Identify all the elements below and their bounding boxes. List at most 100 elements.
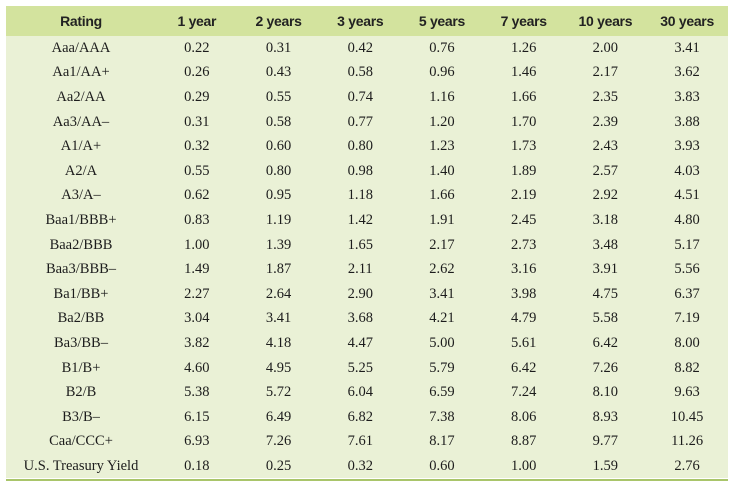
yield-cell: 3.18 [592,211,619,228]
yield-cell: 8.87 [510,433,537,450]
yield-cell: 4.75 [592,285,619,302]
table-body: Aaa/AAA 0.22 0.31 0.42 0.76 1.26 2.00 3.41 Aa1/A… [6,36,728,481]
yield-cell: 0.83 [184,211,210,228]
yield-cell: 1.26 [510,39,537,56]
yield-cell: 3.91 [592,261,619,278]
yield-cell: 6.49 [265,408,292,425]
rating-cell: Ba2/BB [57,310,105,327]
yield-cell: 3.41 [265,310,292,327]
rating-cell: B1/B+ [61,359,101,376]
yield-cell: 0.77 [347,113,373,130]
yield-cell: 3.41 [429,285,455,302]
yield-cell: 7.26 [592,359,619,376]
column-header-maturity: 2 years [237,6,320,36]
rating-cell: Aaa/AAA [51,39,111,56]
rating-cell: Baa3/BBB– [45,261,117,278]
yield-cell: 0.42 [347,39,373,56]
yield-cell: 2.45 [510,211,537,228]
yield-cell: 2.76 [646,454,728,481]
yield-cell: 1.66 [510,88,537,105]
yield-cell: 1.20 [429,113,455,130]
yield-cell: 2.64 [265,285,292,302]
table-row: B1/B+ 4.60 4.95 5.25 5.79 6.42 7.26 8.82 [6,356,728,381]
yield-cell: 2.17 [592,64,619,81]
yield-cell: 1.40 [429,162,455,179]
table-row: Ba1/BB+ 2.27 2.64 2.90 3.41 3.98 4.75 6.37 [6,282,728,307]
yield-cell: 1.65 [347,236,373,253]
yield-cell: 8.93 [592,408,619,425]
rating-cell: Aa1/AA+ [52,64,110,81]
yield-cell: 5.61 [510,334,537,351]
yield-cell: 3.98 [510,285,537,302]
yield-cell: 7.19 [674,310,700,327]
yield-cell: 4.51 [674,187,700,204]
yield-cell: 0.60 [401,454,483,481]
rating-cell: Aa2/AA [56,88,106,105]
yield-cell: 2.73 [510,236,537,253]
yield-cell: 5.00 [429,334,455,351]
yield-cell: 0.95 [265,187,292,204]
yield-cell: 1.73 [510,138,537,155]
yield-cell: 7.24 [510,384,537,401]
table-row: U.S. Treasury Yield 0.18 0.25 0.32 0.60 1.00 1… [6,454,728,481]
yield-cell: 5.17 [674,236,700,253]
yield-cell: 6.37 [674,285,700,302]
yield-cell: 3.83 [674,88,700,105]
yield-cell: 4.03 [674,162,700,179]
yield-cell: 6.42 [510,359,537,376]
column-header-maturity: 30 years [646,6,728,36]
yield-cell: 7.61 [347,433,373,450]
table-row: Baa3/BBB– 1.49 1.87 2.11 2.62 3.16 3.91 5.56 [6,257,728,282]
yield-cell: 2.92 [592,187,619,204]
yield-cell: 6.15 [184,408,210,425]
yield-cell: 0.58 [265,113,292,130]
table-row: Aa3/AA– 0.31 0.58 0.77 1.20 1.70 2.39 3.88 [6,110,728,135]
yield-cell: 0.80 [265,162,292,179]
yield-cell: 2.35 [592,88,619,105]
yield-table-panel: Rating 1 year 2 years 3 years 5 years 7 years… [6,6,728,481]
yield-cell: 0.76 [429,39,455,56]
yield-cell: 3.82 [184,334,210,351]
yield-cell: 3.16 [510,261,537,278]
yield-cell: 0.58 [347,64,373,81]
yield-cell: 8.82 [674,359,700,376]
table-row: B3/B– 6.15 6.49 6.82 7.38 8.06 8.93 10.45 [6,405,728,430]
yield-cell: 2.62 [429,261,455,278]
yield-cell: 1.00 [482,454,565,481]
yield-cell: 4.80 [674,211,700,228]
yield-cell: 0.31 [265,39,292,56]
yield-cell: 1.46 [510,64,537,81]
column-header-maturity: 3 years [319,6,402,36]
table-row: Ba2/BB 3.04 3.41 3.68 4.21 4.79 5.58 7.19 [6,307,728,332]
table-row: A2/A 0.55 0.80 0.98 1.40 1.89 2.57 4.03 [6,159,728,184]
yield-cell: 2.17 [429,236,455,253]
yield-cell: 3.62 [674,64,700,81]
yield-cell: 4.47 [347,334,373,351]
yield-cell: 6.42 [592,334,619,351]
yield-cell: 9.77 [592,433,619,450]
yield-cell: 5.72 [265,384,292,401]
yield-cell: 4.60 [184,359,210,376]
yield-cell: 4.95 [265,359,292,376]
table-row: A3/A– 0.62 0.95 1.18 1.66 2.19 2.92 4.51 [6,184,728,209]
yield-cell: 6.59 [429,384,455,401]
yield-cell: 1.39 [265,236,292,253]
yield-cell: 2.00 [592,39,619,56]
yield-cell: 3.68 [347,310,373,327]
yield-cell: 5.56 [674,261,700,278]
yield-cell: 0.96 [429,64,455,81]
yield-cell: 1.42 [347,211,373,228]
table-row: Aa2/AA 0.29 0.55 0.74 1.16 1.66 2.35 3.83 [6,85,728,110]
yield-cell: 2.90 [347,285,373,302]
yield-cell: 0.26 [184,64,210,81]
rating-cell: Baa1/BBB+ [45,211,117,228]
yield-cell: 6.04 [347,384,373,401]
yield-cell: 3.04 [184,310,210,327]
yield-cell: 4.79 [510,310,537,327]
yield-cell: 0.22 [184,39,210,56]
table-row: Baa2/BBB 1.00 1.39 1.65 2.17 2.73 3.48 5.17 [6,233,728,258]
yield-cell: 4.18 [265,334,292,351]
header-row: Rating 1 year 2 years 3 years 5 years 7 years… [6,6,728,36]
yield-cell: 0.29 [184,88,210,105]
yield-cell: 0.31 [184,113,210,130]
